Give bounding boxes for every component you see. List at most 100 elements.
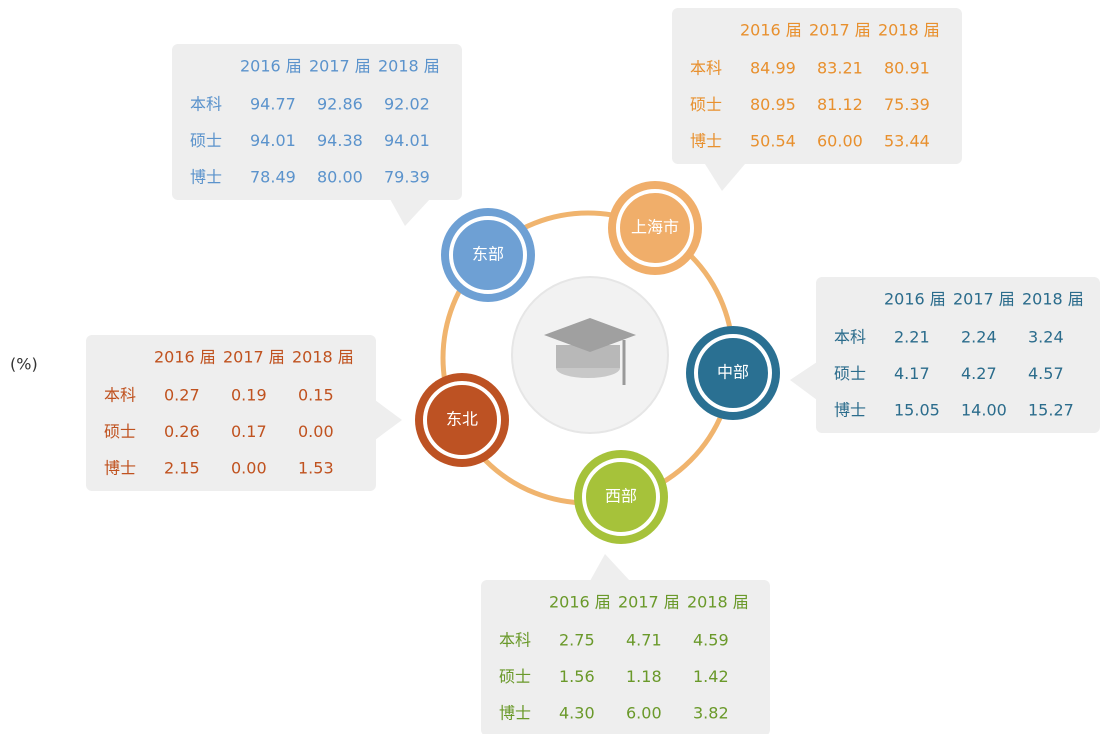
cell-value: 15.27: [1028, 401, 1074, 420]
table-pointer: [705, 164, 745, 191]
cell-value: 3.24: [1028, 328, 1064, 347]
column-header: 2017 届: [953, 290, 1015, 309]
row-label: 本科: [499, 631, 531, 650]
cell-value: 0.26: [164, 422, 200, 441]
cell-value: 4.59: [693, 631, 729, 650]
column-header: 2017 届: [223, 348, 285, 367]
column-header: 2017 届: [618, 593, 680, 612]
cell-value: 4.17: [894, 364, 930, 383]
unit-label: (%): [10, 355, 38, 374]
region-table: 2016 届 2017 届 2018 届本科 2.21 2.24 3.24 硕士 4.17 4.…: [790, 277, 1100, 433]
row-label: 博士: [690, 132, 722, 151]
cell-value: 94.38: [317, 131, 363, 150]
row-label: 本科: [690, 59, 722, 78]
cell-value: 78.49: [250, 168, 296, 187]
column-header: 2017 届: [809, 21, 871, 40]
node-label: 上海市: [631, 218, 679, 237]
row-label: 本科: [834, 328, 866, 347]
row-label: 博士: [190, 168, 222, 187]
row-label: 博士: [104, 459, 136, 478]
cell-value: 0.15: [298, 386, 334, 405]
table-pointer: [790, 362, 817, 400]
region-node: 上海市: [608, 181, 702, 275]
cell-value: 80.91: [884, 59, 930, 78]
cell-value: 81.12: [817, 95, 863, 114]
row-label: 本科: [104, 386, 136, 405]
cell-value: 1.18: [626, 667, 662, 686]
table-pointer: [590, 554, 630, 581]
column-header: 2017 届: [309, 57, 371, 76]
region-table: 2016 届 2017 届 2018 届本科 0.27 0.19 0.15 硕士 0.26 0.…: [86, 335, 402, 491]
cell-value: 83.21: [817, 59, 863, 78]
column-header: 2018 届: [878, 21, 940, 40]
row-label: 本科: [190, 95, 222, 114]
column-header: 2018 届: [687, 593, 749, 612]
cell-value: 6.00: [626, 704, 662, 723]
cell-value: 1.56: [559, 667, 595, 686]
cell-value: 15.05: [894, 401, 940, 420]
row-label: 硕士: [190, 131, 222, 150]
region-node: 东北: [415, 373, 509, 467]
column-header: 2016 届: [240, 57, 302, 76]
cell-value: 2.75: [559, 631, 595, 650]
cell-value: 2.21: [894, 328, 930, 347]
node-outer: [441, 208, 535, 302]
column-header: 2018 届: [292, 348, 354, 367]
cell-value: 1.53: [298, 459, 334, 478]
cell-value: 0.27: [164, 386, 200, 405]
node-label: 东部: [472, 245, 504, 264]
region-table: 2016 届 2017 届 2018 届本科 94.77 92.86 92.02 硕士 94.…: [172, 44, 462, 226]
cap-icon: [544, 318, 636, 385]
cell-value: 84.99: [750, 59, 796, 78]
node-ring: [582, 458, 660, 536]
cell-value: 94.01: [250, 131, 296, 150]
table-pointer: [375, 400, 402, 440]
row-label: 博士: [499, 704, 531, 723]
column-header: 2016 届: [884, 290, 946, 309]
cell-value: 1.42: [693, 667, 729, 686]
cell-value: 4.71: [626, 631, 662, 650]
cell-value: 3.82: [693, 704, 729, 723]
cell-value: 50.54: [750, 132, 796, 151]
cell-value: 4.27: [961, 364, 997, 383]
cell-value: 0.17: [231, 422, 267, 441]
node-ring: [423, 381, 501, 459]
node-label: 东北: [446, 410, 478, 429]
cell-value: 94.77: [250, 95, 296, 114]
column-header: 2018 届: [378, 57, 440, 76]
cell-value: 80.00: [317, 168, 363, 187]
cell-value: 60.00: [817, 132, 863, 151]
column-header: 2016 届: [740, 21, 802, 40]
region-table: 2016 届 2017 届 2018 届本科 2.75 4.71 4.59 硕士 1.56 1.…: [481, 554, 770, 734]
column-header: 2016 届: [549, 593, 611, 612]
node-label: 西部: [605, 487, 637, 506]
table-box: [172, 44, 462, 200]
node-outer: [686, 326, 780, 420]
cell-value: 4.57: [1028, 364, 1064, 383]
cell-value: 4.30: [559, 704, 595, 723]
region-node: 西部: [574, 450, 668, 544]
cell-value: 80.95: [750, 95, 796, 114]
row-label: 博士: [834, 401, 866, 420]
cell-value: 2.15: [164, 459, 200, 478]
region-node: 中部: [686, 326, 780, 420]
table-box: [816, 277, 1100, 433]
row-label: 硕士: [104, 422, 136, 441]
node-ring: [694, 334, 772, 412]
cell-value: 92.02: [384, 95, 430, 114]
cell-value: 94.01: [384, 131, 430, 150]
column-header: 2016 届: [154, 348, 216, 367]
cell-value: 53.44: [884, 132, 930, 151]
node-outer: [608, 181, 702, 275]
node-outer: [574, 450, 668, 544]
table-box: [86, 335, 376, 491]
cell-value: 2.24: [961, 328, 997, 347]
column-header: 2018 届: [1022, 290, 1084, 309]
region-node: 东部: [441, 208, 535, 302]
node-ring: [616, 189, 694, 267]
cell-value: 75.39: [884, 95, 930, 114]
cell-value: 0.00: [231, 459, 267, 478]
table-box: [481, 580, 770, 734]
cell-value: 92.86: [317, 95, 363, 114]
